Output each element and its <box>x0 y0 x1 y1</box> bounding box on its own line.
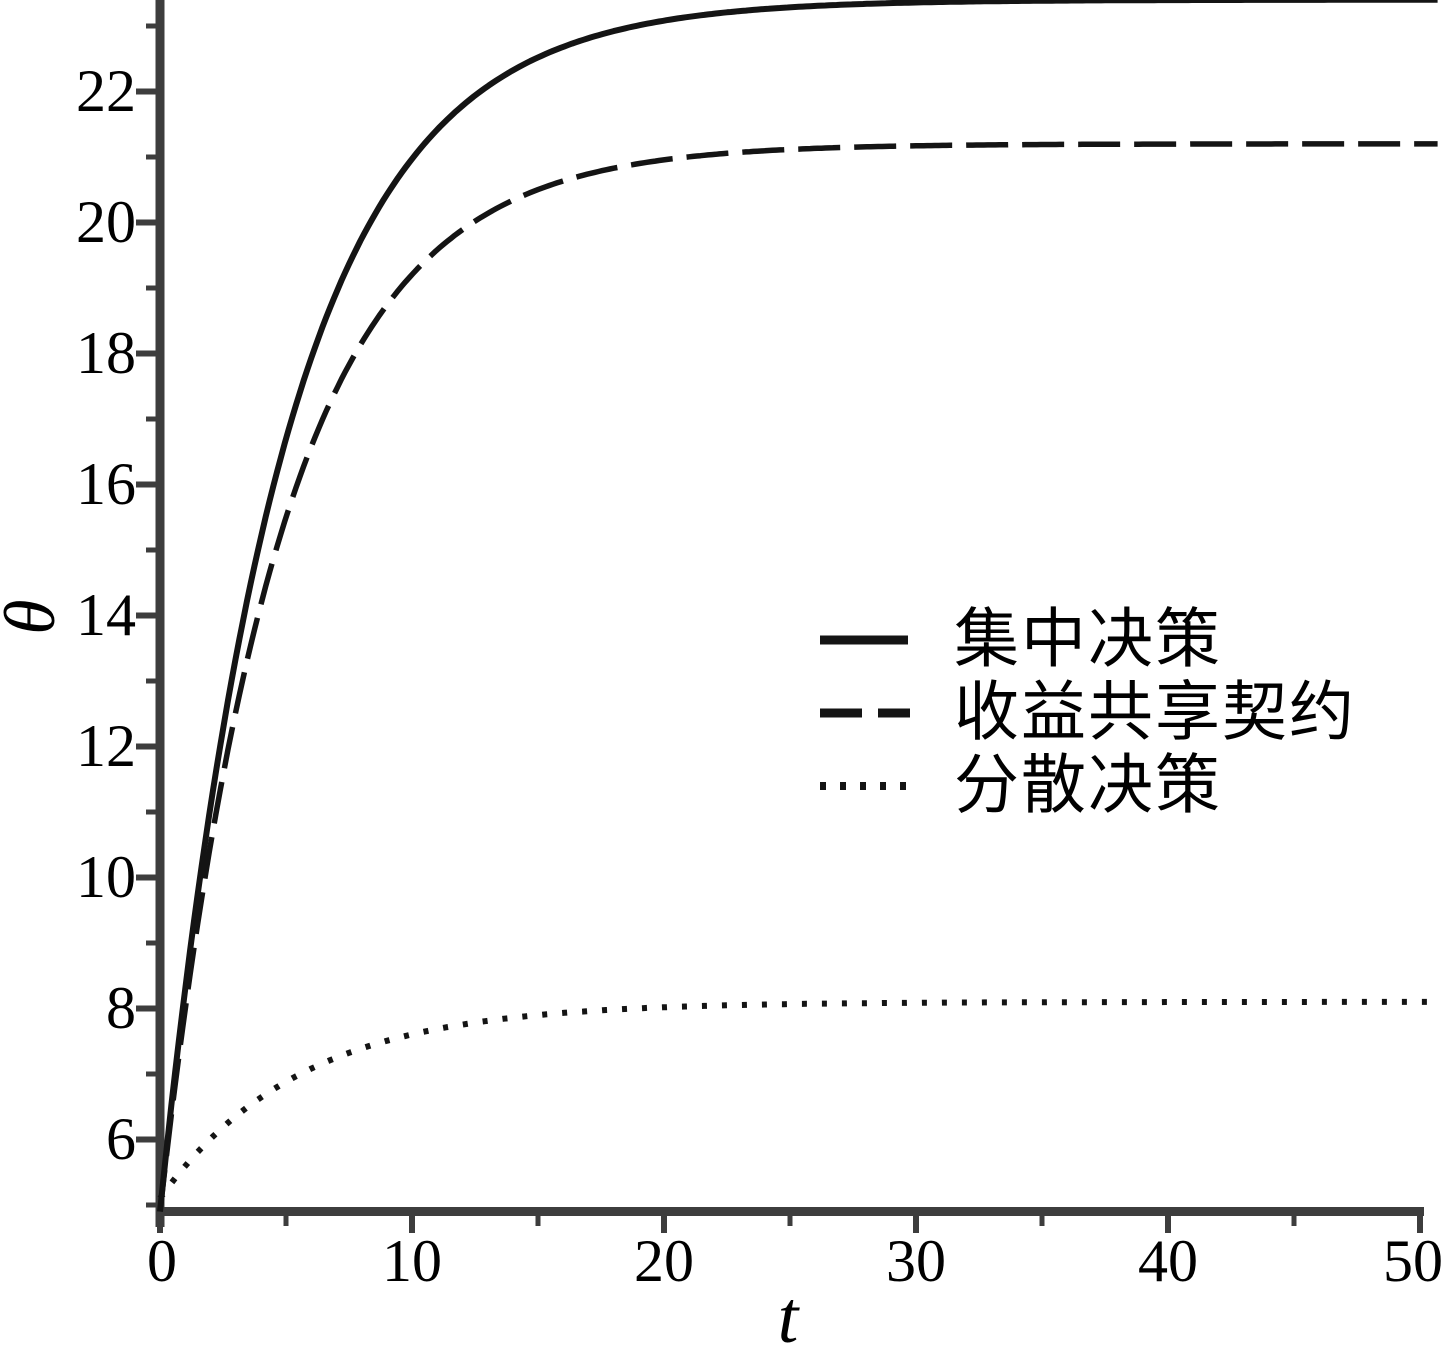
x-tick-label: 50 <box>1383 1228 1443 1294</box>
y-tick-label: 12 <box>76 713 136 779</box>
y-axis-label: θ <box>0 577 72 657</box>
legend-label: 分散决策 <box>954 749 1223 822</box>
series-line-dotted <box>157 998 1438 1201</box>
legend-item-centralized: 集中决策 <box>818 603 1356 676</box>
y-tick-label: 14 <box>76 582 136 648</box>
legend-item-decentralized: 分散决策 <box>818 749 1356 822</box>
dashed-line-swatch-icon <box>820 708 910 717</box>
x-tick-label: 10 <box>382 1228 442 1294</box>
x-tick-label: 30 <box>886 1228 946 1294</box>
x-tick-label: 20 <box>634 1228 694 1294</box>
series-line-dashed <box>157 141 1438 1212</box>
y-tick-label: 16 <box>76 451 136 517</box>
x-tick-label: 40 <box>1138 1228 1198 1294</box>
y-tick-label: 20 <box>76 189 136 255</box>
legend-label: 收益共享契约 <box>954 676 1357 749</box>
legend-label: 集中决策 <box>954 603 1223 676</box>
y-tick-label: 6 <box>106 1106 136 1172</box>
x-tick-label: 0 <box>147 1228 177 1294</box>
y-tick-label: 8 <box>106 975 136 1041</box>
y-tick-label: 18 <box>76 320 136 386</box>
y-tick-label: 22 <box>76 58 136 124</box>
dotted-line-swatch-icon <box>820 781 910 790</box>
legend: 集中决策 收益共享契约 分散决策 <box>818 603 1356 822</box>
legend-item-revenue-sharing: 收益共享契约 <box>818 676 1356 749</box>
y-tick-label: 10 <box>76 844 136 910</box>
solid-line-swatch-icon <box>820 635 908 644</box>
x-axis-label: t <box>777 1277 799 1353</box>
series-line-solid <box>157 0 1438 1212</box>
